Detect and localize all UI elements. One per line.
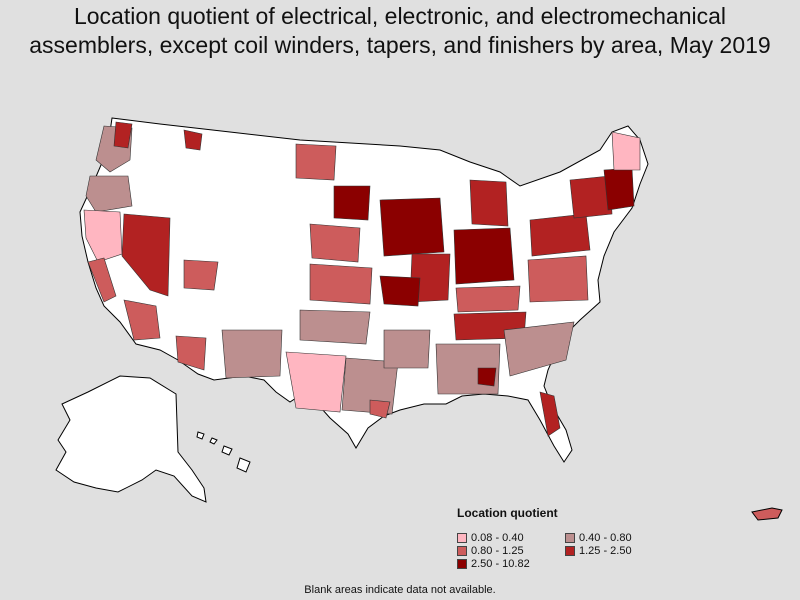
area-pennsylvania [529,213,591,257]
legend-label: 1.25 - 2.50 [579,544,632,557]
area-dakotas [295,143,337,181]
area-missouri [379,275,421,307]
area-california-south [123,299,161,341]
area-arkansas [383,329,431,369]
area-minnesota [333,185,371,221]
area-oklahoma [299,309,371,345]
area-georgia-carolinas [503,321,575,377]
legend-label: 0.08 - 0.40 [471,531,524,544]
area-florida [539,391,561,437]
legend-swatch [565,532,575,543]
legend-item: 1.25 - 2.50 [565,544,675,557]
legend-label: 0.80 - 1.25 [471,544,524,557]
legend-swatch [457,558,467,569]
area-texas-east [341,357,399,415]
legend-swatch [565,545,575,556]
hawaii [196,431,251,473]
area-houston [369,399,391,419]
legend-label: 2.50 - 10.82 [471,557,530,570]
map-title: Location quotient of electrical, electro… [0,2,800,60]
area-maine [611,131,641,171]
area-new-york [569,175,613,219]
area-oregon [85,175,133,213]
legend-item: 2.50 - 10.82 [457,557,565,570]
legend: Location quotient 0.08 - 0.40 0.40 - 0.8… [457,506,677,570]
area-indiana-ohio [453,227,515,285]
legend-swatch [457,545,467,556]
area-kansas [309,263,373,305]
area-alabama-south [477,367,497,387]
area-nebraska [309,223,361,263]
legend-label: 0.40 - 0.80 [579,531,632,544]
area-texas-west [285,351,347,413]
title-line-1: Location quotient of electrical, electro… [73,3,727,29]
area-new-mexico [221,329,283,379]
legend-grid: 0.08 - 0.40 0.40 - 0.80 0.80 - 1.25 1.25… [457,531,677,570]
legend-item: 0.08 - 0.40 [457,531,565,544]
area-california-coast [87,257,117,303]
puerto-rico [751,507,783,521]
legend-title: Location quotient [457,506,558,520]
legend-swatch [457,532,467,543]
area-seattle [113,121,133,149]
alaska [55,375,207,503]
title-line-2: assemblers, except coil winders, tapers,… [29,32,771,58]
data-availability-note: Blank areas indicate data not available. [304,584,496,596]
area-virginia [527,255,589,303]
legend-item: 0.40 - 0.80 [565,531,675,544]
area-iowa-wisconsin [379,197,445,257]
area-nevada [121,213,171,297]
legend-item: 0.80 - 1.25 [457,544,565,557]
area-michigan [469,179,509,227]
area-arizona [175,335,207,371]
area-spokane [183,129,203,151]
area-new-england [603,167,635,211]
area-utah [183,259,219,291]
area-california-north [83,209,123,263]
area-kentucky [455,285,521,313]
area-regions [83,121,641,437]
